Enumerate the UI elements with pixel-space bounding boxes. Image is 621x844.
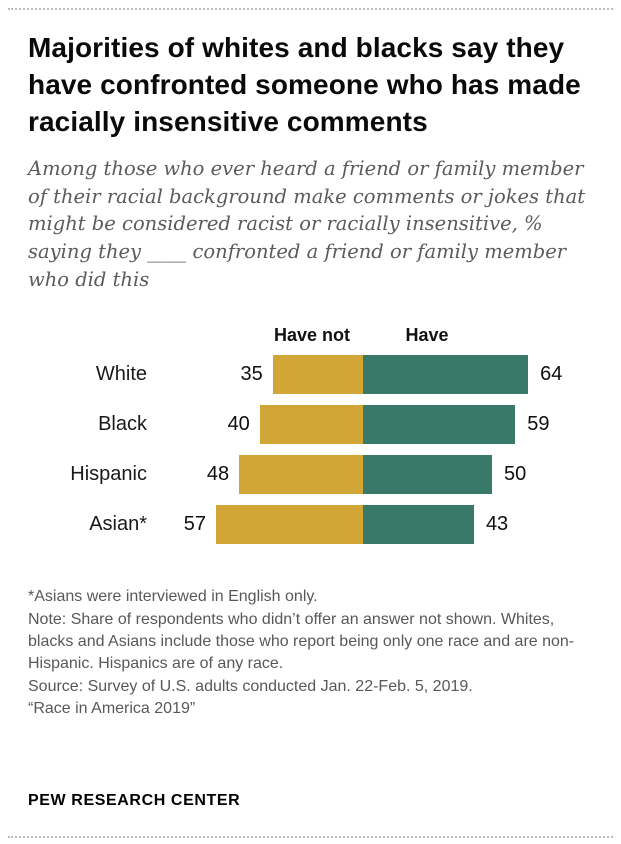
chart-notes: *Asians were interviewed in English only… xyxy=(28,586,593,720)
bottom-border-rule xyxy=(8,836,613,838)
top-border-rule xyxy=(8,8,613,10)
series-label-have: Have xyxy=(405,325,449,346)
left-bar-zone: 48 xyxy=(163,455,363,495)
value-label-have: 59 xyxy=(527,413,550,436)
asterisk-note: *Asians were interviewed in English only… xyxy=(28,588,318,606)
diverging-bar-chart: Have not Have White 35 64 Black 40 59 Hispanic… xyxy=(28,325,593,545)
methodology-note: Note: Share of respondents who didn’t of… xyxy=(28,610,575,673)
bar-segment-have-not xyxy=(272,355,363,395)
category-label: Black xyxy=(98,413,147,436)
series-label-have-not: Have not xyxy=(273,325,351,346)
left-bar-zone: 57 xyxy=(163,505,363,545)
value-label-have: 64 xyxy=(540,363,563,386)
bar-row: Hispanic 48 50 xyxy=(28,455,593,495)
pew-research-center-wordmark: PEW RESEARCH CENTER xyxy=(28,792,241,809)
bar-segment-have-not xyxy=(259,405,363,445)
category-label: Asian* xyxy=(89,513,147,536)
value-label-have-not: 35 xyxy=(240,363,263,386)
bar-segment-have-not xyxy=(215,505,363,545)
bar-segment-have xyxy=(363,505,474,545)
bar-rows: White 35 64 Black 40 59 Hispanic 48 50 Asian* 57 43 xyxy=(28,355,593,545)
bar-segment-have xyxy=(363,455,492,495)
value-label-have: 43 xyxy=(485,513,509,536)
value-label-have-not: 48 xyxy=(206,463,230,486)
bar-row: Black 40 59 xyxy=(28,405,593,445)
bar-row: White 35 64 xyxy=(28,355,593,395)
series-header: Have not Have xyxy=(28,325,593,355)
bar-segment-have xyxy=(363,405,516,445)
chart-subtitle: Among those who ever heard a friend or f… xyxy=(28,156,586,291)
value-label-have-not: 40 xyxy=(227,413,250,436)
left-bar-zone: 40 xyxy=(163,405,363,445)
bar-row: Asian* 57 43 xyxy=(28,505,593,545)
bar-segment-have-not xyxy=(239,455,363,495)
category-label: Hispanic xyxy=(70,463,147,486)
page-title: Majorities of whites and blacks say they… xyxy=(28,32,581,137)
value-label-have: 50 xyxy=(504,463,527,486)
value-label-have-not: 57 xyxy=(183,513,206,536)
bar-segment-have xyxy=(363,355,529,395)
category-label: White xyxy=(95,363,147,386)
report-title-note: “Race in America 2019” xyxy=(28,700,196,718)
left-bar-zone: 35 xyxy=(163,355,363,395)
source-note: Source: Survey of U.S. adults conducted … xyxy=(28,677,473,695)
